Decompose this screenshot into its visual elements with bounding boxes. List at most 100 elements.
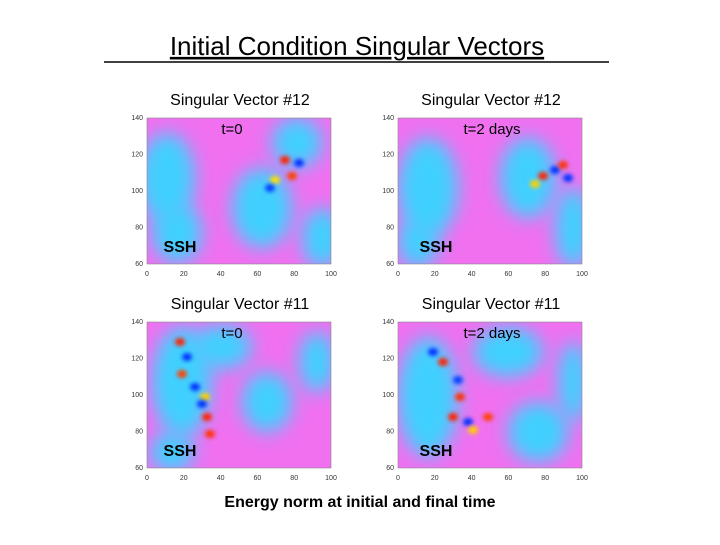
y-tick-label: 60 (386, 465, 394, 472)
field-label: SSH (420, 239, 453, 256)
plot-frame (397, 117, 583, 265)
field-feature (287, 172, 297, 180)
x-tick-label: 40 (468, 475, 476, 482)
y-tick-label: 140 (382, 115, 394, 122)
x-tick-label: 0 (396, 475, 400, 482)
field-feature (455, 393, 465, 401)
field-feature (483, 413, 493, 421)
field-feature (265, 184, 275, 192)
field-label: SSH (420, 443, 453, 460)
field-feature (200, 393, 210, 401)
field-region (398, 138, 458, 238)
field-region (272, 118, 322, 168)
x-tick-label: 80 (290, 475, 298, 482)
field-feature (177, 370, 187, 378)
title: Initial Condition Singular Vectors (170, 31, 544, 61)
y-tick-label: 80 (386, 224, 394, 231)
field-region (558, 342, 582, 422)
y-tick-label: 100 (382, 392, 394, 399)
field-feature (280, 156, 290, 164)
field-feature (550, 166, 560, 174)
x-tick-label: 80 (290, 271, 298, 278)
field (147, 118, 331, 264)
field-region (555, 188, 582, 264)
plot-frame (397, 321, 583, 469)
field-region (473, 327, 543, 377)
time-label: t=2 days (463, 121, 520, 138)
x-tick-label: 60 (505, 271, 513, 278)
field-feature (438, 358, 448, 366)
y-tick-label: 140 (131, 115, 143, 122)
x-tick-label: 100 (576, 475, 588, 482)
time-label: t=0 (221, 325, 242, 342)
x-tick-label: 60 (254, 271, 262, 278)
y-tick-label: 120 (382, 151, 394, 158)
field-feature (270, 176, 280, 184)
field-label: SSH (164, 239, 197, 256)
field-region (232, 168, 292, 248)
field-feature (205, 430, 215, 438)
field-feature (468, 426, 478, 434)
x-tick-label: 100 (325, 271, 337, 278)
y-tick-label: 100 (131, 392, 143, 399)
field (150, 325, 331, 468)
x-tick-label: 20 (180, 475, 188, 482)
plot-frame (146, 321, 332, 469)
panel-heading: Singular Vector #12 (170, 92, 310, 109)
field-feature (448, 413, 458, 421)
y-tick-label: 100 (382, 188, 394, 195)
x-tick-label: 0 (396, 271, 400, 278)
panel-heading: Singular Vector #12 (421, 92, 561, 109)
x-tick-label: 40 (217, 475, 225, 482)
field-feature (175, 338, 185, 346)
x-tick-label: 60 (254, 475, 262, 482)
x-tick-label: 40 (468, 271, 476, 278)
x-tick-label: 80 (541, 475, 549, 482)
field-feature (190, 383, 200, 391)
time-label: t=0 (221, 121, 242, 138)
panel-heading: Singular Vector #11 (171, 296, 310, 313)
field-region (302, 208, 331, 264)
y-tick-label: 80 (135, 224, 143, 231)
y-tick-label: 120 (131, 355, 143, 362)
field-feature (294, 159, 304, 167)
field-feature (563, 174, 573, 182)
x-tick-label: 0 (145, 475, 149, 482)
y-tick-label: 60 (135, 261, 143, 268)
x-tick-label: 20 (180, 271, 188, 278)
x-tick-label: 0 (145, 271, 149, 278)
caption: Energy norm at initial and final time (224, 494, 495, 511)
field (398, 138, 582, 264)
x-tick-label: 100 (576, 271, 588, 278)
x-tick-label: 40 (217, 271, 225, 278)
x-tick-label: 20 (431, 475, 439, 482)
field-label: SSH (164, 443, 197, 460)
time-label: t=2 days (463, 325, 520, 342)
y-tick-label: 80 (135, 428, 143, 435)
y-tick-label: 120 (382, 355, 394, 362)
field-region (508, 402, 568, 462)
field-region (152, 203, 202, 263)
field-region (299, 332, 331, 392)
y-tick-label: 60 (386, 261, 394, 268)
field-region (150, 432, 194, 468)
field-feature (182, 353, 192, 361)
field-region (192, 325, 252, 369)
y-tick-label: 140 (131, 319, 143, 326)
field-feature (202, 413, 212, 421)
y-tick-label: 80 (386, 428, 394, 435)
field-feature (463, 418, 473, 426)
x-tick-label: 100 (325, 475, 337, 482)
x-tick-label: 80 (541, 271, 549, 278)
field (398, 327, 582, 462)
field-region (398, 337, 458, 457)
x-tick-label: 60 (505, 475, 513, 482)
field-feature (428, 348, 438, 356)
y-tick-label: 60 (135, 465, 143, 472)
field-feature (453, 376, 463, 384)
y-tick-label: 100 (131, 188, 143, 195)
panel: Singular Vector #11 t=2 days SSH 140 120 100 8… (382, 296, 588, 482)
field-feature (197, 400, 207, 408)
